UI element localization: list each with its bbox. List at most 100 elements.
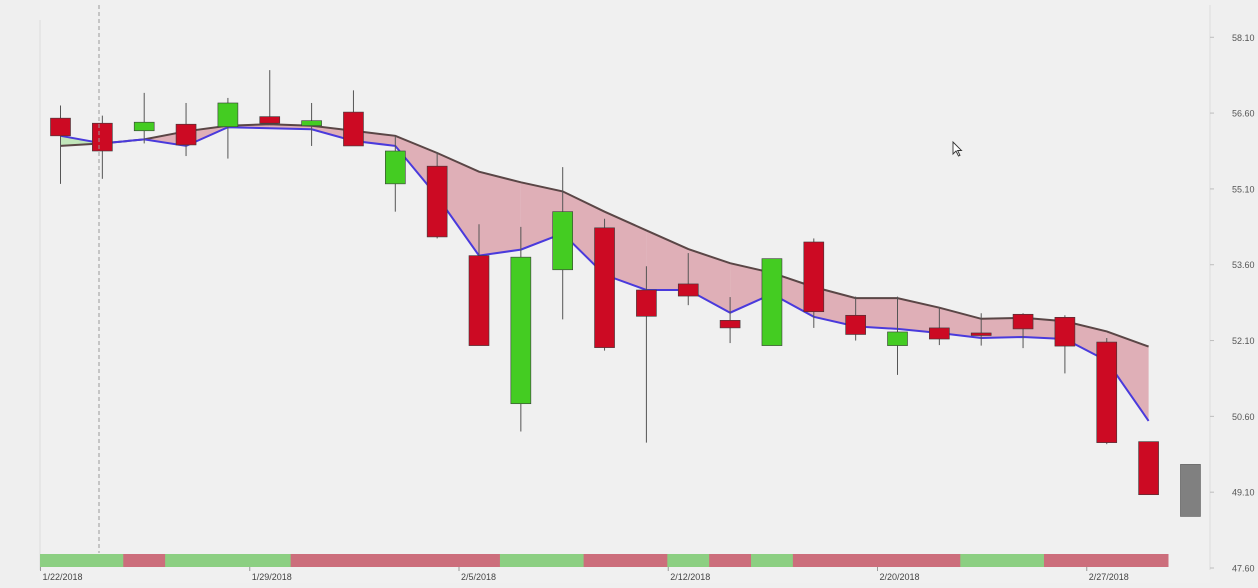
trend-band-strip [40, 554, 1169, 567]
candle-body [929, 327, 950, 340]
candle-body [1012, 313, 1034, 330]
trend-band-segment [1127, 554, 1169, 567]
candle [929, 307, 950, 346]
y-tick-label: 55.10 [1232, 184, 1255, 194]
trend-band-segment [165, 554, 208, 567]
candle [133, 92, 155, 144]
trend-band-segment [667, 554, 710, 567]
trend-band-segment [1002, 554, 1045, 567]
cloud-segment [144, 131, 187, 146]
trend-band-segment [1043, 554, 1087, 567]
x-tick-label: 2/12/2018 [670, 572, 710, 582]
candle [803, 238, 825, 328]
trend-band-segment [541, 554, 585, 567]
candle-body [887, 331, 908, 346]
trend-band-segment [583, 554, 626, 567]
candle [636, 266, 657, 443]
candle [677, 253, 699, 306]
plot-area [40, 0, 1210, 583]
y-tick-label: 52.10 [1232, 336, 1255, 346]
candle-body [1054, 316, 1076, 347]
candle-body [510, 256, 532, 405]
trend-band-segment [751, 554, 794, 567]
trend-band-segment [876, 554, 919, 567]
candle-body [594, 227, 615, 348]
y-tick-label: 53.60 [1232, 260, 1255, 270]
candle [217, 97, 239, 159]
candle [594, 218, 615, 351]
candle-body [803, 241, 825, 313]
candle-body [175, 123, 197, 146]
trend-band-segment [40, 554, 82, 567]
candle-body [384, 150, 406, 185]
x-axis: 1/22/2018 1/29/2018 2/5/2018 2/12/2018 2/20/… [40, 567, 1129, 582]
candle [761, 258, 783, 346]
trend-band-segment [918, 554, 961, 567]
candle [259, 70, 281, 124]
trend-band-segment [206, 554, 250, 567]
trend-band-segment [709, 554, 752, 567]
candle-body [133, 121, 155, 132]
candle-body [970, 332, 992, 336]
cloud-segment [479, 171, 521, 256]
candle [384, 135, 406, 212]
trend-band-segment [625, 554, 668, 567]
candle-body [343, 111, 364, 147]
candle [719, 297, 741, 344]
trend-band-segment [248, 554, 292, 567]
cloud-segment [730, 263, 772, 313]
candle [426, 152, 448, 239]
trend-band-segment [960, 554, 1003, 567]
y-tick-label: 47.60 [1232, 564, 1255, 574]
slow-average-line [60, 123, 1149, 348]
candle [1012, 313, 1034, 349]
x-tick-label: 1/22/2018 [43, 572, 83, 582]
cloud-segment [981, 317, 1024, 339]
x-tick-label: 2/20/2018 [880, 572, 920, 582]
trend-band-segment [374, 554, 417, 567]
cloud-segment [1023, 317, 1065, 340]
trend-band-segment [332, 554, 375, 567]
trend-band-segment [416, 554, 459, 567]
trend-band-segment [792, 554, 836, 567]
mouse-cursor-icon [952, 140, 963, 157]
candles [50, 70, 1201, 517]
candle-body [301, 120, 322, 127]
y-tick-label: 50.60 [1232, 412, 1255, 422]
trend-band-segment [123, 554, 166, 567]
cloud-segment [939, 307, 982, 339]
candle-body [845, 314, 866, 335]
trend-band-segment [458, 554, 501, 567]
candle-body [1138, 441, 1159, 496]
trend-band-segment [1085, 554, 1129, 567]
x-tick-label: 2/5/2018 [461, 572, 496, 582]
y-tick-label: 56.60 [1232, 109, 1255, 119]
candle [468, 224, 490, 346]
candle [92, 115, 113, 179]
candle [1138, 441, 1159, 496]
cloud-segment [520, 182, 563, 250]
candle [510, 226, 532, 432]
candle-body [677, 283, 699, 297]
trend-band-segment [81, 554, 124, 567]
candle-body [1096, 341, 1118, 443]
candle [343, 90, 364, 147]
candle-body [719, 320, 741, 329]
cloud-segment [688, 249, 731, 313]
cloud-segment [1064, 321, 1107, 361]
x-tick-label: 1/29/2018 [252, 572, 292, 582]
candle [1096, 338, 1118, 445]
candle [970, 313, 992, 346]
cloud-segment [813, 286, 856, 327]
candle-body [217, 102, 239, 128]
cloud-segment [1106, 331, 1149, 421]
candle [552, 167, 574, 320]
cloud-segment [855, 298, 898, 329]
candle-body [92, 122, 113, 152]
candle-body [426, 165, 448, 238]
candle-body [50, 117, 71, 137]
cloud-segment [562, 191, 605, 275]
candle [301, 102, 322, 146]
